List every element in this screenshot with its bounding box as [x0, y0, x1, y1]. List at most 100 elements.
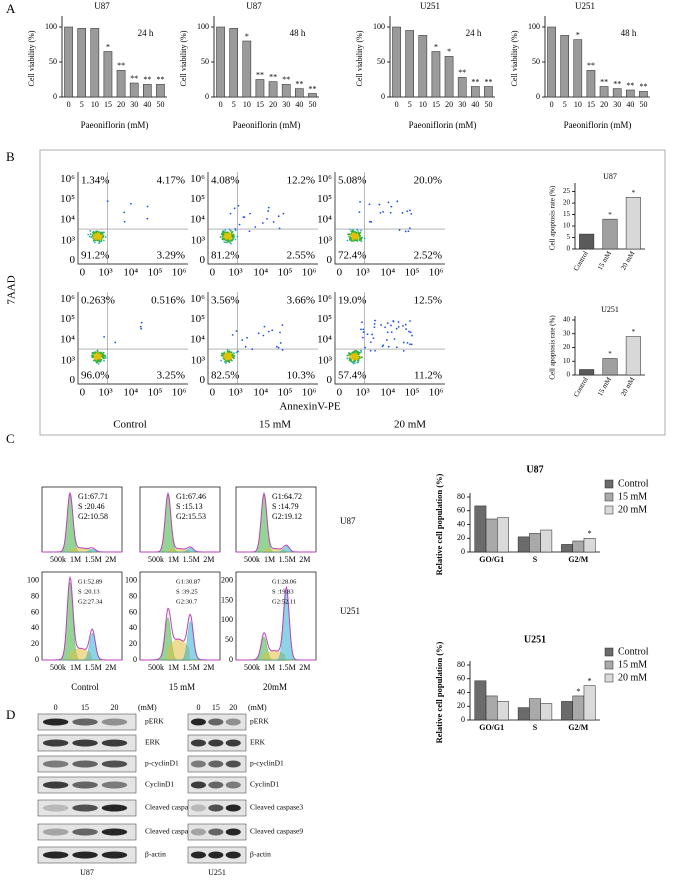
event-dot [354, 359, 356, 362]
protein-label: ERK [250, 738, 266, 747]
bar [583, 538, 596, 553]
y-tick-label: 10⁶ [60, 173, 75, 185]
x-tick-label: 10⁶ [429, 387, 444, 399]
x-tick-label: 40 [143, 100, 151, 109]
bar [116, 70, 126, 98]
dose-label: 15 [81, 703, 89, 712]
quadrant-value: 0.516% [151, 295, 185, 307]
event-dot [96, 237, 99, 240]
legend-swatch [604, 492, 614, 502]
y-tick-label: 10³ [318, 355, 333, 367]
significance: ** [282, 75, 290, 84]
y-axis-label: Cell viability (%) [510, 30, 519, 86]
quadrant-value: 4.08% [211, 175, 239, 187]
y-tick-label: 10⁴ [60, 333, 75, 345]
event-dot [257, 332, 260, 335]
y-tick-label: 100 [125, 576, 137, 585]
blot-band [101, 718, 128, 726]
significance: ** [613, 79, 621, 88]
event-dot [358, 239, 361, 242]
significance: ** [156, 75, 164, 84]
x-tick-label: 500k [50, 555, 66, 564]
event-dot [223, 241, 226, 244]
event-dot [99, 238, 102, 240]
x-tick-label: 500k [50, 663, 66, 672]
event-dot [360, 349, 362, 352]
x-axis-label: AnnexinV-PE [279, 401, 341, 413]
bar [64, 26, 73, 98]
event-dot [94, 238, 97, 240]
event-dot [358, 357, 361, 360]
event-dot [99, 355, 102, 358]
y-tick-label: 5 [567, 233, 571, 241]
bar [560, 35, 570, 98]
event-dot [91, 352, 94, 355]
event-dot [369, 349, 372, 352]
event-dot [360, 328, 362, 331]
event-dot [355, 231, 358, 234]
x-tick-label: G2/M [568, 723, 588, 732]
x-tick-label: 1M [264, 663, 275, 672]
x-tick-label: GO/G1 [479, 555, 504, 564]
event-dot [97, 357, 100, 360]
x-tick-label: 10³ [98, 267, 113, 279]
quadrant-value: 19.0% [338, 295, 366, 307]
protein-label: β-actin [145, 850, 166, 859]
event-dot [103, 231, 105, 234]
phase-stat: G2:30.7 [176, 598, 198, 605]
blot-band [190, 804, 206, 812]
event-dot [221, 238, 224, 241]
x-tick-label: 5 [80, 100, 84, 109]
legend-label: 20 mM [618, 672, 647, 683]
y-axis-label: Cell apoptosis rate (%) [549, 185, 557, 250]
x-tick-label: 10 [419, 100, 427, 109]
blot-band [225, 718, 241, 726]
x-tick-label: 1M [168, 663, 179, 672]
x-tick-label: 10 [574, 100, 582, 109]
phase-stat: G2:52.11 [272, 598, 296, 605]
event-dot [390, 331, 393, 333]
blot-band [190, 828, 206, 836]
blot-band [72, 781, 98, 789]
significance: ** [471, 77, 479, 86]
x-axis-label: Paeoniflorin (mM) [564, 120, 632, 130]
event-dot [374, 349, 376, 352]
significance: * [608, 350, 612, 358]
event-dot [221, 354, 224, 357]
y-axis-label: Cell apoptosis rate (%) [549, 315, 557, 380]
event-dot [263, 325, 266, 328]
event-dot [95, 356, 98, 358]
x-tick-label: 1.5M [85, 663, 102, 672]
event-dot [90, 236, 93, 239]
event-dot [231, 334, 234, 336]
quadrant-value: 4.17% [157, 175, 185, 187]
event-dot [348, 235, 350, 238]
event-dot [233, 207, 236, 210]
blot-band [190, 781, 206, 789]
blot-band [42, 851, 69, 859]
y-tick-label: 100 [197, 22, 209, 31]
y-tick-label: 100 [373, 22, 385, 31]
bar [529, 698, 541, 721]
blot-band [72, 851, 98, 859]
y-tick-label: 80 [129, 591, 137, 600]
event-dot [393, 338, 396, 340]
event-dot [123, 220, 126, 223]
event-dot [222, 357, 225, 360]
blot-band [190, 760, 206, 768]
event-dot [354, 357, 357, 359]
event-dot [277, 346, 280, 349]
event-dot [221, 235, 224, 238]
y-tick-label: 100 [27, 576, 39, 585]
event-dot [227, 356, 230, 359]
histogram-curve [42, 575, 122, 661]
bar [474, 505, 487, 553]
chart-title: U87 [246, 1, 262, 11]
event-dot [234, 238, 237, 241]
x-tick-label: Control [572, 250, 590, 273]
event-dot [223, 231, 226, 233]
y-tick-label: 10³ [61, 355, 76, 367]
x-tick-label: 30 [613, 100, 621, 109]
event-dot [364, 346, 366, 349]
event-dot [351, 233, 354, 236]
